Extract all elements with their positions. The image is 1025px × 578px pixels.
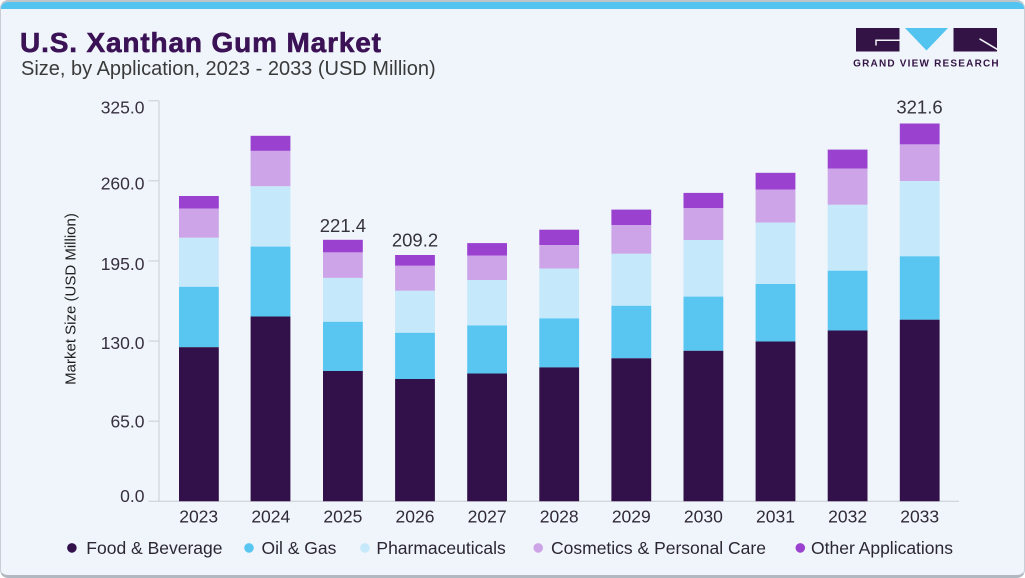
svg-text:Pharmaceuticals: Pharmaceuticals	[376, 538, 506, 558]
svg-text:2024: 2024	[251, 506, 290, 526]
svg-text:2033: 2033	[900, 506, 939, 526]
svg-text:209.2: 209.2	[392, 230, 438, 251]
svg-text:321.6: 321.6	[896, 96, 942, 117]
svg-text:Oil & Gas: Oil & Gas	[262, 538, 337, 558]
svg-text:2023: 2023	[179, 506, 218, 526]
svg-text:2027: 2027	[468, 506, 507, 526]
svg-text:Food & Beverage: Food & Beverage	[86, 538, 222, 558]
svg-text:2030: 2030	[684, 506, 723, 526]
svg-text:2032: 2032	[828, 506, 867, 526]
svg-text:0.0: 0.0	[120, 486, 145, 506]
svg-text:2031: 2031	[756, 506, 795, 526]
svg-text:260.0: 260.0	[101, 173, 145, 193]
svg-text:2028: 2028	[540, 506, 579, 526]
svg-text:2025: 2025	[323, 506, 362, 526]
svg-text:Market Size (USD Million): Market Size (USD Million)	[63, 213, 80, 385]
svg-text:65.0: 65.0	[110, 412, 144, 432]
svg-text:Other Applications: Other Applications	[811, 538, 953, 558]
svg-text:221.4: 221.4	[320, 215, 366, 236]
svg-text:Cosmetics & Personal Care: Cosmetics & Personal Care	[551, 538, 766, 558]
svg-text:2029: 2029	[612, 506, 651, 526]
svg-text:130.0: 130.0	[101, 333, 145, 353]
svg-text:195.0: 195.0	[101, 254, 145, 274]
svg-text:325.0: 325.0	[101, 97, 145, 117]
svg-text:2026: 2026	[396, 506, 435, 526]
svg-text:GRAND VIEW RESEARCH: GRAND VIEW RESEARCH	[853, 59, 1000, 70]
